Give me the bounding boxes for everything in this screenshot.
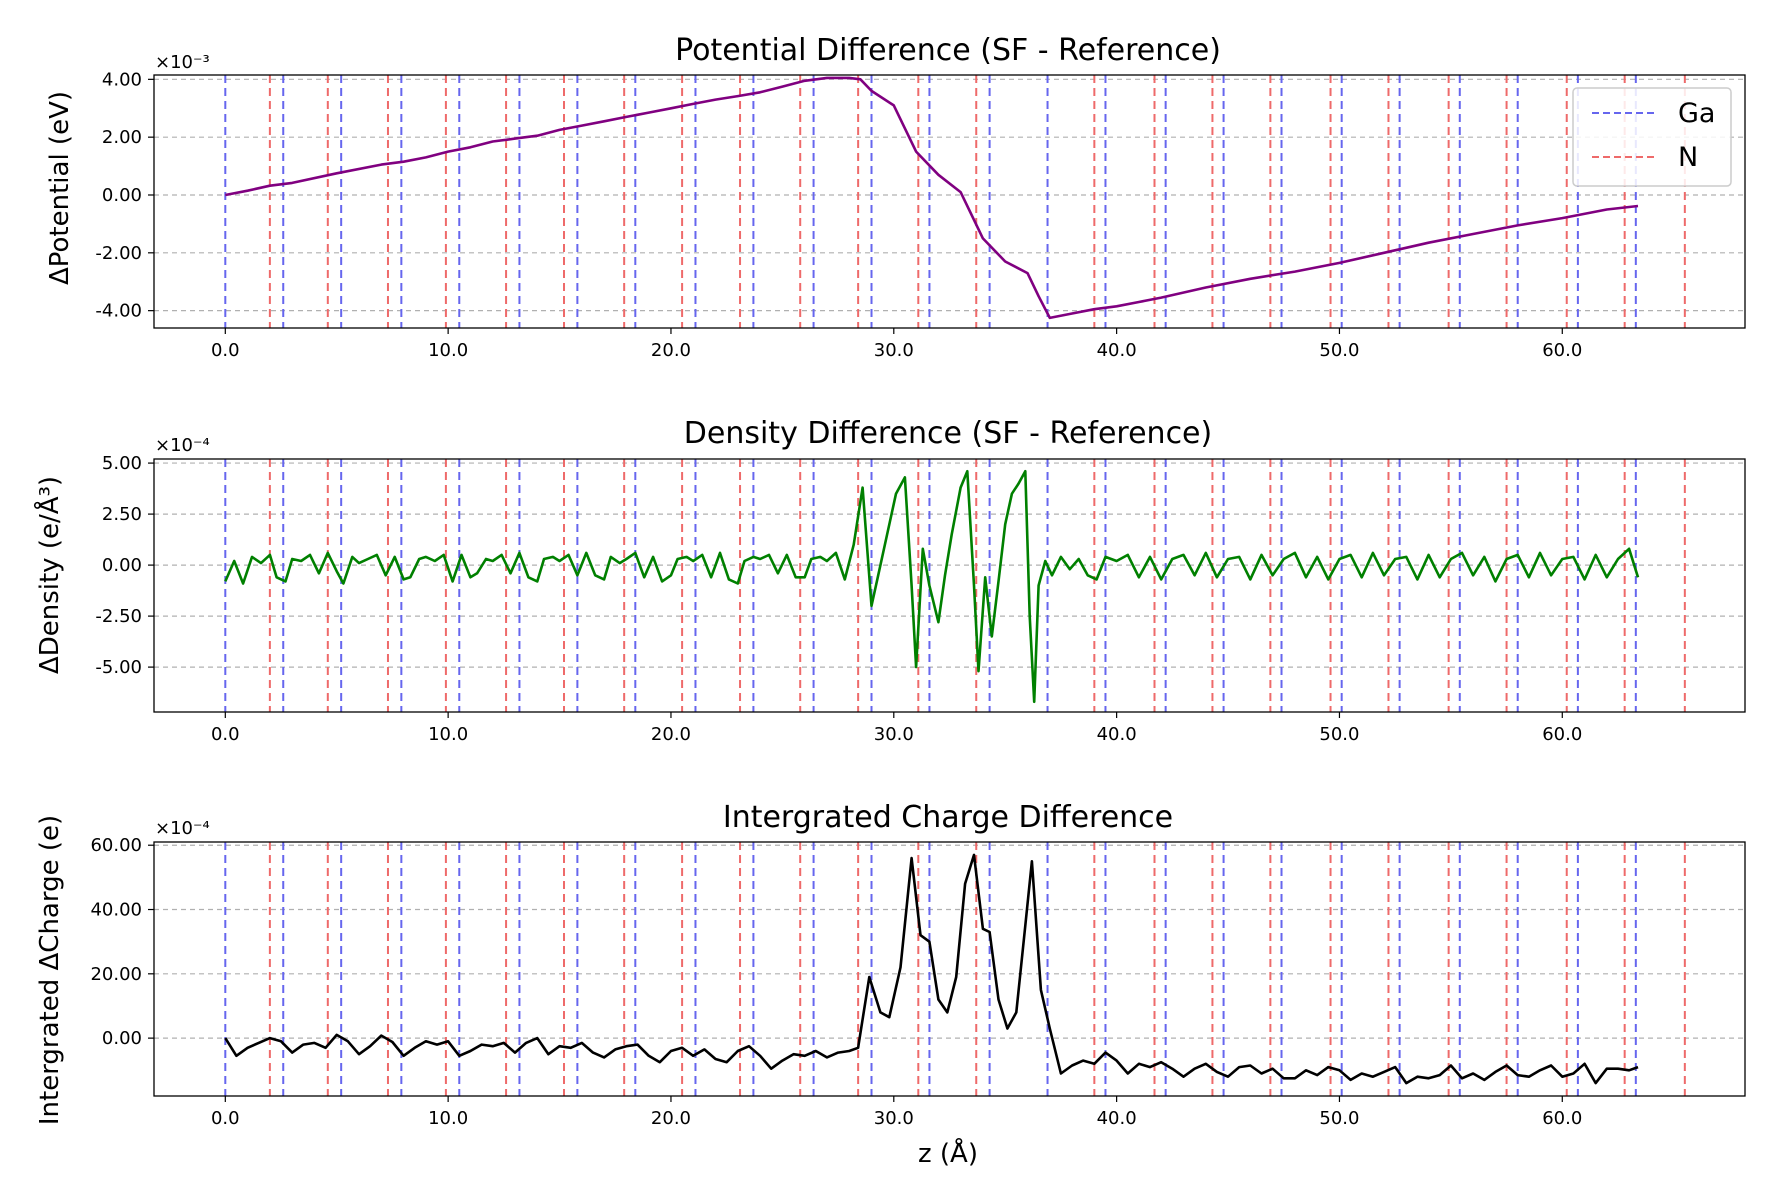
y-tick-label: -5.00: [95, 657, 142, 678]
x-tick-label: 0.0: [211, 724, 240, 745]
x-tick-label: 50.0: [1319, 1108, 1359, 1129]
axes-frame: [153, 841, 1746, 1097]
legend-ga-label: Ga: [1678, 98, 1715, 129]
x-tick-label: 40.0: [1097, 724, 1137, 745]
y-tick-label: 40.00: [90, 900, 142, 921]
potential-multiplier: ×10⁻³: [155, 52, 210, 73]
density-multiplier: ×10⁻⁴: [155, 435, 210, 456]
x-tick-label: 60.0: [1542, 1108, 1582, 1129]
y-tick-label: 0.00: [102, 185, 142, 206]
potential-title: Potential Difference (SF - Reference): [675, 33, 1221, 68]
y-tick-label: 60.00: [90, 835, 142, 856]
x-tick-label: 50.0: [1319, 340, 1359, 361]
x-tick-label: 0.0: [211, 1108, 240, 1129]
y-tick-label: -2.00: [95, 243, 142, 264]
density-plot-area: 0.0 10.0 20.0 30.0 40.0 50.0 60.0 -5.00 -2.50 0.0…: [95, 453, 1746, 745]
y-tick-label: 4.00: [102, 69, 142, 90]
x-tick-label: 20.0: [651, 340, 691, 361]
x-tick-label: 10.0: [428, 340, 468, 361]
y-tick-label: -2.50: [95, 606, 142, 627]
x-tick-label: 20.0: [651, 724, 691, 745]
x-tick-label: 50.0: [1319, 724, 1359, 745]
x-tick-label: 30.0: [874, 340, 914, 361]
series-line: [224, 469, 1640, 704]
x-tick-label: 20.0: [651, 1108, 691, 1129]
y-tick-label: -4.00: [95, 301, 142, 322]
x-tick-label: 10.0: [428, 1108, 468, 1129]
x-tick-label: 30.0: [874, 1108, 914, 1129]
y-tick-label: 20.00: [90, 964, 142, 985]
y-tick-label: 2.50: [102, 504, 142, 525]
charge-xlabel: z (Å): [918, 1137, 978, 1169]
potential-panel: Potential Difference (SF - Reference) ×1…: [45, 33, 1746, 361]
y-tick-label: 2.00: [102, 127, 142, 148]
x-tick-label: 10.0: [428, 724, 468, 745]
x-tick-label: 0.0: [211, 340, 240, 361]
axes-frame: [153, 74, 1746, 329]
x-tick-label: 60.0: [1542, 340, 1582, 361]
potential-ylabel: ΔPotential (eV): [45, 91, 75, 285]
y-tick-label: 5.00: [102, 453, 142, 474]
density-panel: Density Difference (SF - Reference) ×10⁻…: [33, 416, 1746, 745]
x-tick-label: 30.0: [874, 724, 914, 745]
y-tick-label: 0.00: [102, 555, 142, 576]
potential-plot-area: 0.0 10.0 20.0 30.0 40.0 50.0 60.0 -4.00 -2.00 0.0…: [95, 69, 1746, 361]
legend-n-label: N: [1678, 142, 1698, 173]
charge-multiplier: ×10⁻⁴: [155, 818, 210, 839]
charge-panel: Intergrated Charge Difference ×10⁻⁴ Inte…: [35, 800, 1746, 1169]
charge-plot-area: 0.0 10.0 20.0 30.0 40.0 50.0 60.0 0.00 20.00 40.0…: [90, 835, 1746, 1129]
legend-box: [1572, 87, 1732, 187]
density-title: Density Difference (SF - Reference): [684, 416, 1212, 451]
x-tick-label: 40.0: [1097, 1108, 1137, 1129]
axes-frame: [153, 458, 1746, 713]
x-tick-label: 60.0: [1542, 724, 1582, 745]
density-ylabel: ΔDensity (e/Å³): [33, 476, 65, 674]
series-line: [225, 76, 1639, 320]
legend: Ga N: [1572, 87, 1732, 187]
charge-ylabel: Intergrated ΔCharge (e): [35, 815, 65, 1125]
charge-title: Intergrated Charge Difference: [723, 800, 1173, 835]
x-tick-label: 40.0: [1097, 340, 1137, 361]
series-line: [224, 853, 1639, 1085]
y-tick-label: 0.00: [102, 1028, 142, 1049]
